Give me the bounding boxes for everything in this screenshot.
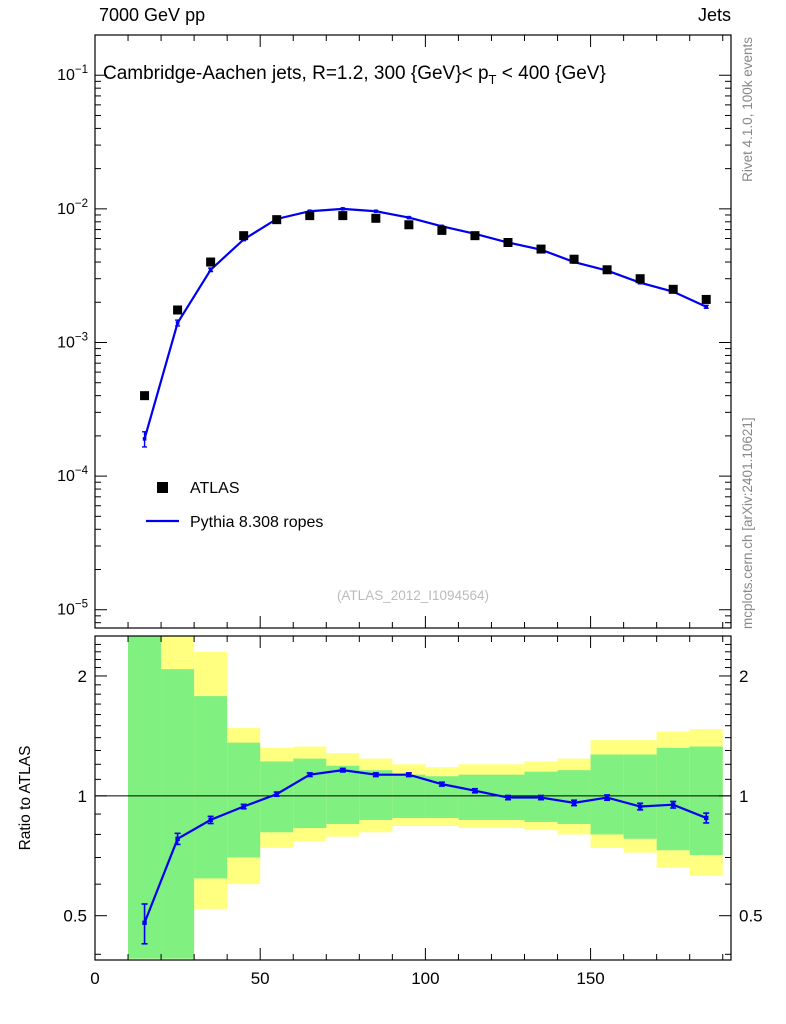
atlas-data-points	[140, 211, 711, 401]
main-y-tick-label: 10−1	[57, 64, 88, 84]
legend-atlas-marker-icon	[157, 482, 168, 493]
tick-marks	[94, 34, 731, 960]
mc-markers	[142, 207, 709, 441]
x-tick-label: 150	[576, 969, 604, 988]
ratio-y-tick-label-left: 0.5	[63, 907, 87, 926]
main-y-tick-label: 10−2	[57, 198, 88, 218]
mc-prediction-line	[143, 207, 707, 440]
ratio-y-tick-label-right: 0.5	[739, 907, 763, 926]
ratio-mc-line	[143, 769, 707, 924]
main-plot-frame	[94, 34, 732, 629]
x-tick-label: 50	[251, 969, 270, 988]
ratio-plot-frame	[94, 635, 732, 961]
analysis-id-watermark: (ATLAS_2012_I1094564)	[337, 588, 489, 603]
ratio-y-tick-label-right: 2	[739, 667, 748, 686]
plot-title-post: < 400 {GeV}	[496, 63, 605, 84]
x-tick-label: 100	[411, 969, 439, 988]
tick-labels: 0 50 100 150 10−1 10−2 10−3 10−4 10−5 0.5 0.5 1 1 2 2	[57, 64, 763, 988]
x-tick-label: 0	[90, 969, 99, 988]
plot-title: Cambridge-Aachen jets, R=1.2, 300 {GeV}<…	[103, 63, 606, 87]
legend-mc-label: Pythia 8.308 ropes	[190, 514, 323, 531]
legend-atlas-label: ATLAS	[190, 480, 240, 497]
ratio-band-green	[128, 636, 723, 959]
main-y-tick-label: 10−3	[57, 331, 88, 351]
ratio-panel-content	[95, 636, 731, 959]
main-panel-content	[140, 207, 711, 448]
plot-title-subscript: T	[489, 72, 497, 87]
rivet-version-note: Rivet 4.1.0, 100k events	[740, 37, 755, 182]
mcplots-reference-note: mcplots.cern.ch [arXiv:2401.10621]	[740, 417, 755, 629]
ratio-y-tick-label-right: 1	[739, 787, 748, 806]
ratio-y-tick-label-left: 2	[78, 667, 87, 686]
mc-error-bars	[142, 207, 709, 448]
ratio-mc-markers	[142, 767, 709, 925]
main-y-tick-label: 10−4	[57, 465, 89, 485]
plot-title-pre: Cambridge-Aachen jets, R=1.2, 300 {GeV}<…	[103, 63, 489, 84]
beam-energy-label: 7000 GeV pp	[99, 5, 205, 25]
ratio-axis-title: Ratio to ATLAS	[17, 746, 34, 851]
ratio-y-tick-label-left: 1	[78, 787, 87, 806]
analysis-group-label: Jets	[698, 5, 731, 25]
axes: 0 50 100 150 10−1 10−2 10−3 10−4 10−5 0.5 0.5 1 1 2 2	[57, 34, 763, 988]
main-y-tick-label: 10−5	[57, 599, 88, 619]
legend: ATLAS Pythia 8.308 ropes	[146, 480, 323, 531]
